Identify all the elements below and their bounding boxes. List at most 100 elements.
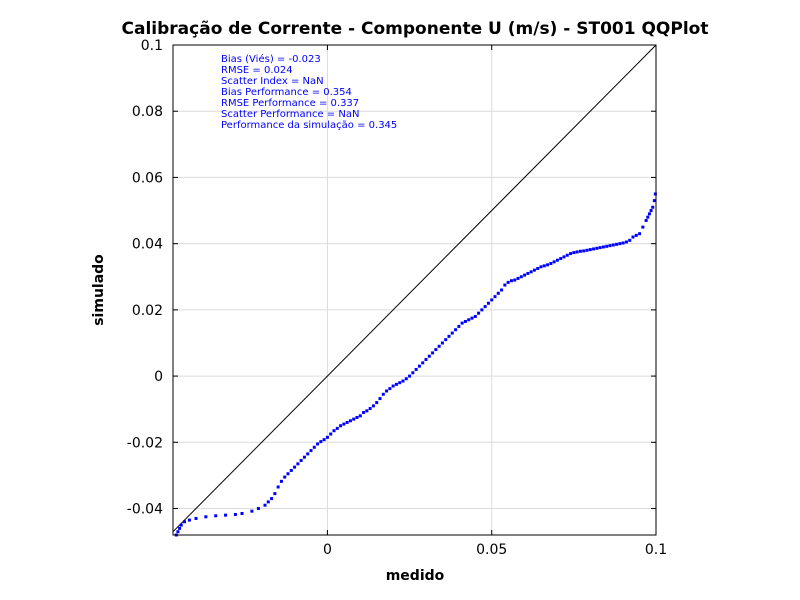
data-point <box>595 246 599 250</box>
data-point <box>398 381 402 385</box>
data-point <box>490 298 494 302</box>
data-point <box>233 512 237 516</box>
y-tick-label: 0.06 <box>132 170 163 186</box>
data-point <box>411 371 415 375</box>
x-tick-label: 0.05 <box>476 542 507 558</box>
data-point <box>385 389 389 393</box>
data-point <box>214 514 218 518</box>
data-point <box>319 440 323 444</box>
data-point <box>440 341 444 345</box>
data-point <box>368 407 372 411</box>
y-tick-label: -0.02 <box>127 435 163 451</box>
x-axis-label: medido <box>386 568 445 584</box>
data-point <box>572 251 576 255</box>
y-tick-label: 0.1 <box>141 38 163 54</box>
data-point <box>523 273 527 277</box>
data-point <box>312 445 316 449</box>
data-point <box>309 449 313 453</box>
y-axis-label: simulado <box>91 254 107 326</box>
data-point <box>486 301 490 305</box>
data-point <box>559 257 563 261</box>
data-point <box>394 382 398 386</box>
stats-annotation: Performance da simulação = 0.345 <box>221 120 397 131</box>
data-point <box>457 324 461 328</box>
data-point <box>316 442 320 446</box>
data-point <box>552 260 556 264</box>
data-point <box>624 240 628 244</box>
data-point <box>578 249 582 253</box>
data-point <box>355 415 359 419</box>
data-point <box>532 268 536 272</box>
data-point <box>358 414 362 418</box>
data-point <box>329 432 333 436</box>
data-point <box>631 235 635 239</box>
data-point <box>286 472 290 476</box>
data-point <box>621 241 625 245</box>
data-point <box>450 331 454 335</box>
data-point <box>549 262 553 266</box>
data-point <box>339 424 343 428</box>
data-point <box>375 401 379 405</box>
y-tick-label: 0.08 <box>132 104 163 120</box>
data-point <box>332 429 336 433</box>
data-point <box>224 513 228 517</box>
data-point <box>427 354 431 358</box>
data-point <box>463 319 467 323</box>
data-point <box>289 468 293 472</box>
stats-annotation: Bias Performance = 0.354 <box>221 87 352 98</box>
data-point <box>529 270 533 274</box>
data-point <box>588 248 592 252</box>
data-point <box>493 295 497 299</box>
stats-annotation: Scatter Performance = NaN <box>221 109 359 120</box>
data-point <box>447 334 451 338</box>
data-point <box>404 377 408 381</box>
data-point <box>408 374 412 378</box>
data-point <box>378 397 382 401</box>
data-point <box>513 278 517 282</box>
stats-annotation: RMSE Performance = 0.337 <box>221 98 359 109</box>
data-point <box>178 526 182 530</box>
data-point <box>582 249 586 253</box>
stats-annotation: RMSE = 0.024 <box>221 65 293 76</box>
y-tick-label: -0.04 <box>127 502 163 518</box>
data-point <box>601 245 605 249</box>
data-point <box>279 479 283 483</box>
plot-frame <box>172 44 657 536</box>
data-point <box>569 252 573 256</box>
data-point <box>176 530 180 534</box>
data-point <box>424 358 428 362</box>
data-point <box>345 420 349 424</box>
data-point <box>647 212 651 216</box>
data-point <box>276 485 280 489</box>
data-point <box>371 404 375 408</box>
data-point <box>546 263 550 267</box>
data-point <box>342 422 346 426</box>
data-points <box>174 192 657 537</box>
data-point <box>536 266 540 270</box>
data-point <box>179 523 183 527</box>
data-point <box>204 515 208 519</box>
stats-annotation: Bias (Viés) = -0.023 <box>221 53 321 65</box>
data-point <box>348 419 352 423</box>
data-point <box>555 258 559 262</box>
data-point <box>460 321 464 325</box>
data-point <box>611 243 615 247</box>
y-tick-label: 0.04 <box>132 237 163 253</box>
data-point <box>388 387 392 391</box>
data-point <box>503 283 507 287</box>
data-point <box>302 455 306 459</box>
data-point <box>365 409 369 413</box>
stats-annotation: Scatter Index = NaN <box>221 76 324 87</box>
data-point <box>414 367 418 371</box>
data-point <box>575 250 579 254</box>
data-point <box>618 242 622 246</box>
data-point <box>473 314 477 318</box>
data-point <box>506 280 510 284</box>
data-point <box>417 364 421 368</box>
data-point <box>362 411 366 414</box>
data-point <box>519 275 523 279</box>
data-point <box>335 426 339 430</box>
data-point <box>496 291 500 295</box>
